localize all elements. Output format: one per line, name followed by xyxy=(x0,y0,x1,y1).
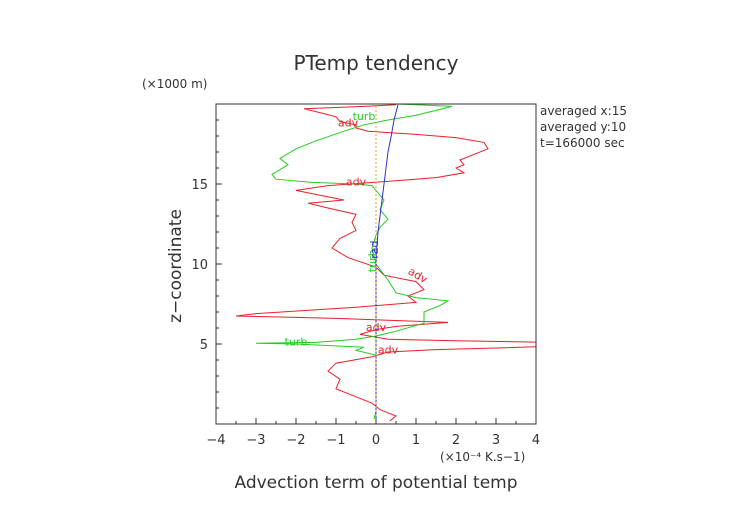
x-tick-label: 0 xyxy=(372,433,380,448)
series-annotation-adv: adv xyxy=(366,321,387,334)
y-axis-label: z−coordinate xyxy=(166,209,186,323)
series-line-rad xyxy=(375,104,399,424)
series-annotation-rad: rad xyxy=(368,240,381,258)
chart-title: PTemp tendency xyxy=(293,51,458,75)
series-line-turb xyxy=(255,104,453,420)
info-line-time: t=166000 sec xyxy=(540,136,625,150)
x-axis-label: Advection term of potential temp xyxy=(234,473,517,493)
series-annotation-turb: turb xyxy=(366,249,379,272)
info-box: averaged x:15 averaged y:10 t=166000 sec xyxy=(540,104,627,150)
series-annotation-adv: adv xyxy=(378,344,399,357)
y-tick-label: 5 xyxy=(200,338,208,353)
info-line-x-average: averaged x:15 xyxy=(540,104,627,118)
x-tick-label: 2 xyxy=(452,433,460,448)
x-tick-label: −3 xyxy=(246,433,265,448)
series-line-adv xyxy=(235,104,536,422)
x-tick-label: 3 xyxy=(492,433,500,448)
x-unit-label: (×10⁻⁴ K.s−1) xyxy=(440,450,525,464)
x-tick-label: 4 xyxy=(532,433,540,448)
series-annotation-turb: turb xyxy=(285,336,308,349)
info-line-y-average: averaged y:10 xyxy=(540,120,626,134)
series-annotation-adv: adv xyxy=(346,176,367,189)
x-tick-label: 1 xyxy=(412,433,420,448)
y-unit-label: (×1000 m) xyxy=(142,77,207,91)
x-tick-label: −2 xyxy=(286,433,305,448)
y-tick-label: 15 xyxy=(191,178,208,193)
x-tick-label: −4 xyxy=(206,433,225,448)
series-annotation-adv: adv xyxy=(338,116,359,129)
x-tick-label: −1 xyxy=(326,433,345,448)
y-tick-label: 10 xyxy=(191,258,208,273)
series-annotation-turb: turb xyxy=(353,110,376,123)
